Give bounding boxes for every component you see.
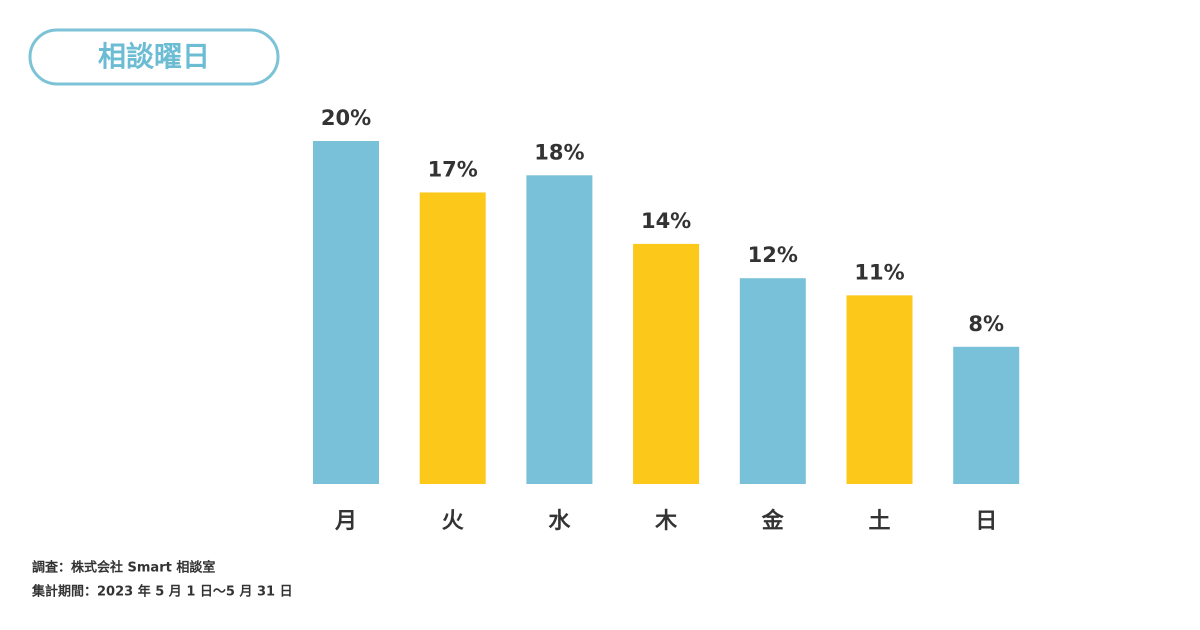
title-pill [28, 28, 280, 86]
x-tick-label: 火 [442, 509, 464, 534]
x-tick-label: 土 [868, 509, 890, 534]
value-label: 20% [321, 106, 371, 130]
footnote: 調査：株式会社 Smart 相談室 [32, 560, 215, 576]
value-label: 12% [748, 243, 798, 267]
bar [633, 243, 700, 484]
value-label: 17% [428, 157, 478, 181]
x-tick-label: 金 [761, 508, 785, 534]
value-label: 8% [968, 312, 1004, 336]
value-label: 18% [534, 140, 584, 164]
bar [526, 175, 593, 485]
value-label: 11% [854, 260, 904, 284]
bar [953, 346, 1020, 484]
x-tick-label: 木 [654, 509, 678, 534]
footnote: 集計期間：2023 年 5 月 1 日〜5 月 31 日 [31, 584, 293, 600]
x-tick-label: 水 [548, 509, 571, 534]
bar [419, 192, 486, 484]
bar [846, 295, 913, 484]
bar [739, 278, 806, 484]
value-label: 14% [641, 209, 691, 233]
bar [313, 141, 379, 484]
x-tick-label: 月 [334, 509, 357, 534]
x-tick-label: 日 [975, 509, 997, 534]
chart-title: 相談曜日 [98, 40, 210, 73]
